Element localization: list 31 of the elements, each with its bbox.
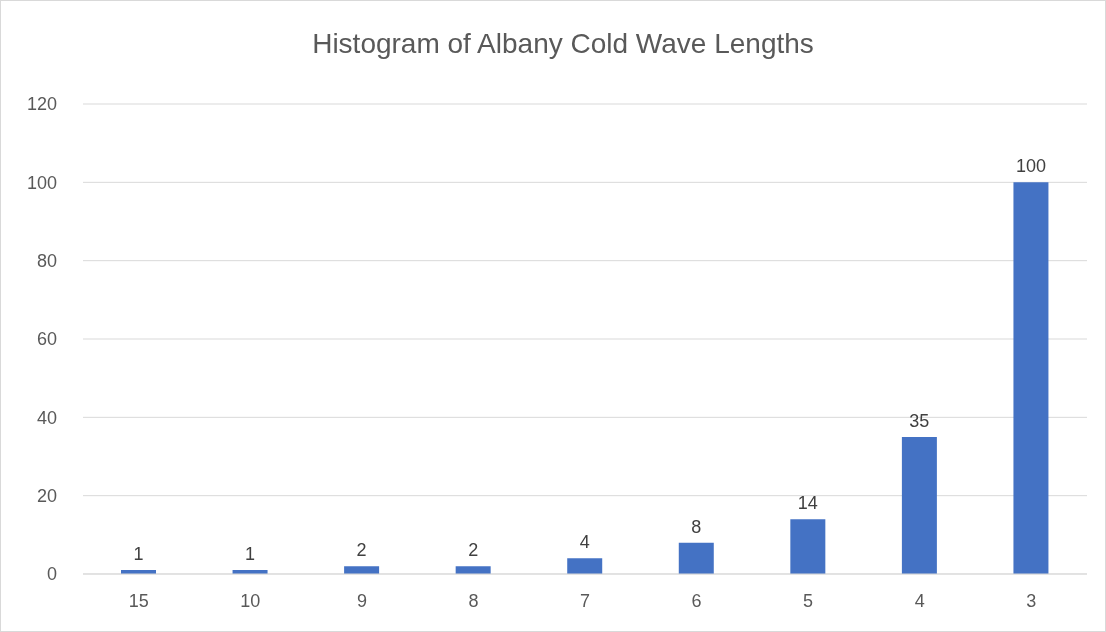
data-label: 1: [133, 544, 144, 565]
x-tick-label: 7: [579, 590, 591, 611]
x-tick-label: 8: [468, 590, 479, 611]
bar: [678, 542, 714, 574]
x-tick-label: 5: [803, 590, 814, 611]
x-tick-label: 15: [128, 590, 149, 611]
y-tick-label: 60: [36, 329, 57, 350]
data-label: 4: [579, 532, 590, 553]
data-label: 8: [691, 516, 702, 537]
bar: [901, 436, 937, 574]
chart-title: Histogram of Albany Cold Wave Lengths: [311, 28, 815, 60]
bar: [567, 558, 603, 574]
y-tick-label: 20: [36, 486, 57, 507]
y-tick-label: 100: [26, 172, 57, 193]
y-tick-label: 0: [46, 564, 57, 585]
x-tick-label: 6: [691, 590, 702, 611]
data-label: 2: [356, 540, 367, 561]
bar: [790, 519, 826, 574]
x-tick-label: 3: [1026, 590, 1037, 611]
data-label: 2: [468, 540, 479, 561]
y-tick-label: 120: [26, 94, 57, 115]
x-tick-label: 10: [240, 590, 261, 611]
data-label: 100: [1015, 156, 1046, 177]
data-label: 1: [245, 544, 256, 565]
data-label: 35: [909, 410, 930, 431]
y-tick-label: 40: [36, 407, 57, 428]
y-tick-label: 80: [36, 251, 57, 272]
data-label: 14: [797, 493, 818, 514]
x-tick-label: 4: [914, 590, 925, 611]
x-tick-label: 9: [356, 590, 367, 611]
bar: [1013, 182, 1049, 574]
